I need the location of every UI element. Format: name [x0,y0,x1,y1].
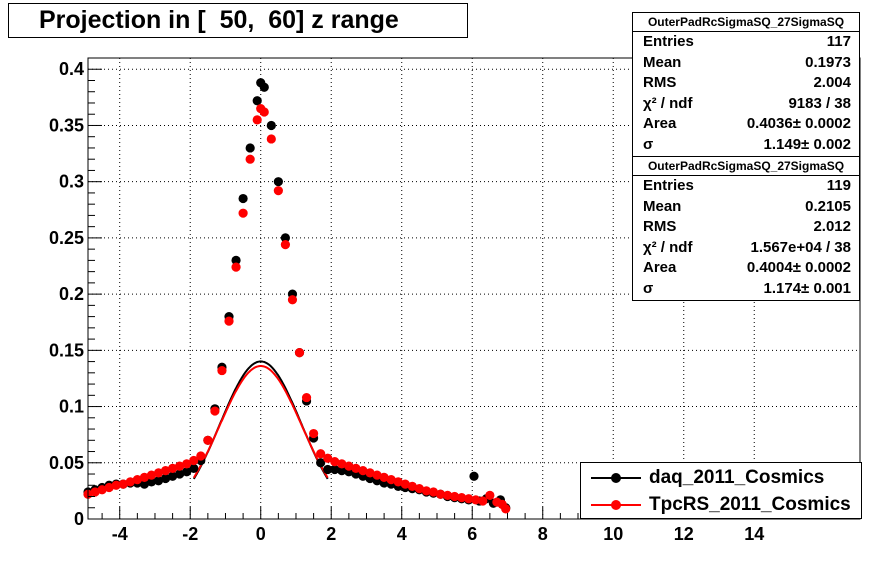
y-tick-label: 0.15 [49,340,84,360]
data-point-tpcrs [281,240,290,249]
data-point-tpcrs [231,263,240,272]
data-point-tpcrs [302,393,311,402]
stats-box-daq: OuterPadRcSigmaSQ_27SigmaSQ Entries 117 M… [632,12,860,157]
legend-marker-tpcrs [591,492,641,518]
data-point-daq [260,83,269,92]
data-point-tpcrs [210,406,219,415]
data-point-tpcrs [196,451,205,460]
stats-row-chi2: χ² / ndf 9183 / 38 [633,94,859,115]
legend-label-tpcrs: TpcRS_2011_Cosmics [649,494,851,516]
data-point-tpcrs [246,155,255,164]
legend-label-daq: daq_2011_Cosmics [649,467,824,489]
y-tick-label: 0.35 [49,115,84,135]
y-tick-label: 0.25 [49,228,84,248]
x-tick-label: 10 [603,524,623,544]
data-point-tpcrs [239,209,248,218]
stats-row-sigma: σ 1.149± 0.002 [633,135,859,156]
y-tick-label: 0.4 [59,59,84,79]
data-point-tpcrs [267,134,276,143]
data-point-daq [239,194,248,203]
stats-row-sigma: σ 1.174± 0.001 [633,279,859,300]
x-tick-label: 2 [326,524,336,544]
y-tick-label: 0.3 [59,172,84,192]
x-tick-label: 14 [744,524,764,544]
stats-row-rms: RMS 2.012 [633,217,859,238]
fit-curve-0 [194,361,328,479]
stats-row-entries: Entries 117 [633,32,859,53]
x-tick-label: 6 [467,524,477,544]
data-point-tpcrs [224,317,233,326]
data-point-daq [253,96,262,105]
stats-row-rms: RMS 2.004 [633,73,859,94]
x-tick-label: 8 [538,524,548,544]
stats-row-chi2: χ² / ndf 1.567e+04 / 38 [633,238,859,259]
data-point-daq [267,121,276,130]
legend: daq_2011_Cosmics TpcRS_2011_Cosmics [580,462,862,519]
data-point-daq [469,472,478,481]
data-points [83,78,510,513]
legend-marker-daq [591,465,641,491]
x-tick-label: -2 [182,524,198,544]
data-point-daq [274,177,283,186]
x-tick-label: 12 [674,524,694,544]
stats-row-entries: Entries 119 [633,176,859,197]
y-tick-label: 0 [74,509,84,529]
stats-header: OuterPadRcSigmaSQ_27SigmaSQ [633,13,859,32]
data-point-daq [246,143,255,152]
data-point-tpcrs [203,436,212,445]
data-point-tpcrs [217,366,226,375]
chart-title: Projection in [ 50, 60] z range [8,3,468,38]
fit-curves [194,361,328,479]
stats-row-mean: Mean 0.1973 [633,53,859,74]
data-point-tpcrs [485,491,494,500]
stats-header: OuterPadRcSigmaSQ_27SigmaSQ [633,157,859,176]
x-tick-label: 4 [397,524,407,544]
y-tick-label: 0.2 [59,284,84,304]
stats-row-area: Area 0.4036± 0.0002 [633,114,859,135]
y-tick-label: 0.1 [59,397,84,417]
data-point-tpcrs [309,429,318,438]
data-point-tpcrs [253,115,262,124]
stats-row-area: Area 0.4004± 0.0002 [633,258,859,279]
stats-row-mean: Mean 0.2105 [633,197,859,218]
data-point-tpcrs [295,348,304,357]
data-point-tpcrs [288,295,297,304]
data-point-tpcrs [274,186,283,195]
stats-box-tpcrs: OuterPadRcSigmaSQ_27SigmaSQ Entries 119 M… [632,156,860,301]
x-tick-label: 0 [256,524,266,544]
data-point-tpcrs [260,107,269,116]
legend-item-tpcrs: TpcRS_2011_Cosmics [591,492,851,518]
x-tick-label: -4 [112,524,128,544]
data-point-tpcrs [501,504,510,513]
y-tick-label: 0.05 [49,453,84,473]
legend-item-daq: daq_2011_Cosmics [591,465,824,491]
